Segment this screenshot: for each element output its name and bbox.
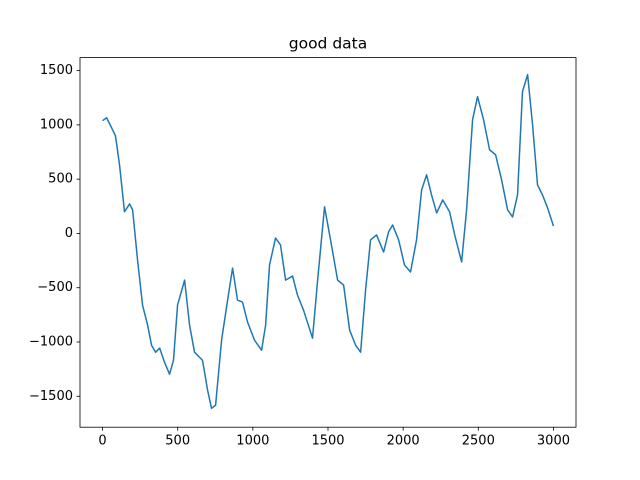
y-tick-label: −500 (37, 280, 73, 295)
y-tick-label: 500 (48, 172, 73, 187)
x-tick-label: 500 (165, 434, 190, 449)
y-tick-label: 0 (65, 226, 73, 241)
y-tick-label: −1500 (29, 389, 73, 404)
y-tick-label: 1000 (40, 117, 73, 132)
x-tick-label: 3000 (537, 434, 570, 449)
x-tick-label: 2500 (462, 434, 495, 449)
x-tick-label: 2000 (387, 434, 420, 449)
y-tick-label: 1500 (40, 63, 73, 78)
chart-title: good data (289, 35, 367, 53)
axes-frame (79, 57, 577, 428)
x-tick-label: 0 (98, 434, 106, 449)
x-tick-label: 1000 (236, 434, 269, 449)
y-tick-label: −1000 (29, 334, 73, 349)
line (102, 73, 555, 410)
x-tick-label: 1500 (311, 434, 344, 449)
